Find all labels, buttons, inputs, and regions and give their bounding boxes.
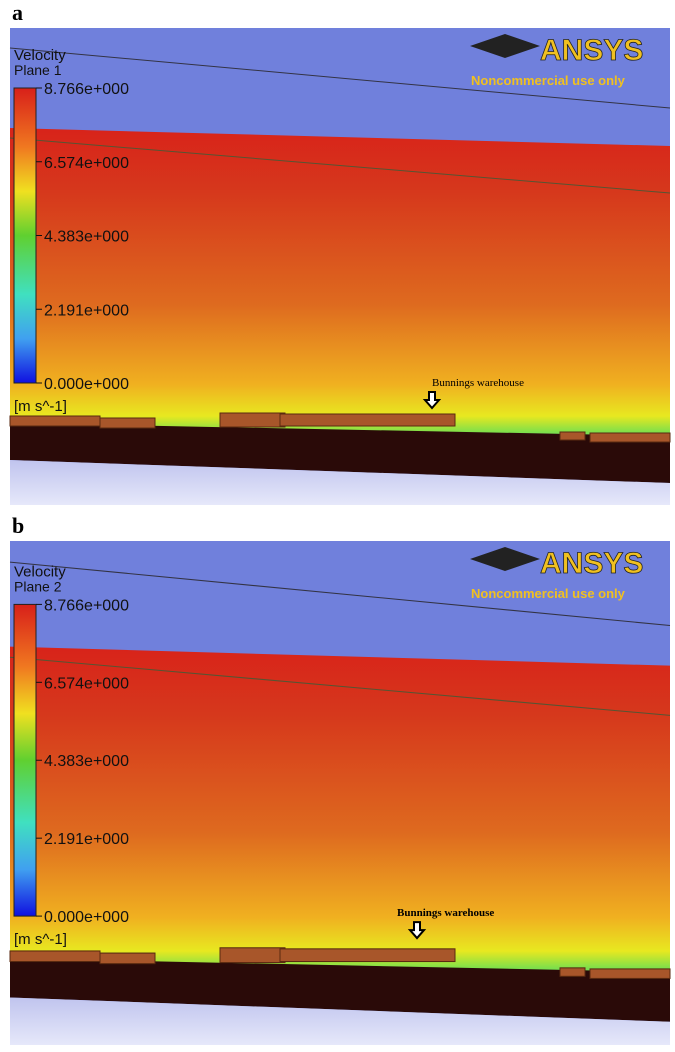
unit-label: [m s^-1] [14, 931, 67, 948]
legend-plane: Plane 1 [14, 62, 62, 78]
colorbar-label: 6.574e+000 [44, 155, 129, 172]
colorbar-label: 0.000e+000 [44, 376, 129, 393]
colorbar-label: 2.191e+000 [44, 831, 129, 848]
logo: ANSYS [540, 34, 643, 67]
colorbar-label: 8.766e+000 [44, 597, 129, 614]
domain-edge [9, 47, 671, 109]
building [9, 950, 101, 963]
building [279, 948, 456, 963]
arrow [407, 921, 427, 940]
domain-edge [9, 137, 671, 194]
ground [10, 958, 670, 1022]
building [279, 413, 456, 427]
domain-edge [9, 656, 671, 716]
building [589, 968, 671, 979]
render [9, 541, 671, 1045]
colorbar-label: 6.574e+000 [44, 675, 129, 692]
flow-field [10, 646, 670, 985]
building [219, 947, 286, 964]
panel-label: a [12, 0, 23, 25]
legend-title: Velocity [14, 563, 66, 580]
legend-plane: Plane 2 [14, 578, 62, 594]
annotation: Bunnings warehouse [397, 907, 494, 919]
logo-cap [470, 34, 540, 58]
annotation: Bunnings warehouse [432, 377, 524, 389]
floor [10, 997, 670, 1045]
colorbar-label: 2.191e+000 [44, 302, 129, 319]
building [559, 967, 586, 977]
colorbar-label: 8.766e+000 [44, 81, 129, 98]
building [219, 412, 286, 428]
colorbar-label: 4.383e+000 [44, 753, 129, 770]
building [559, 431, 586, 441]
logo-note: Noncommercial use only [471, 586, 626, 601]
flow-field [10, 128, 670, 448]
unit-label: [m s^-1] [14, 398, 67, 415]
colorbar [13, 603, 37, 917]
colorbar-label: 0.000e+000 [44, 909, 129, 926]
domain-edge [9, 561, 671, 627]
legend-title: Velocity [14, 47, 66, 64]
colorbar [13, 87, 37, 384]
panel-label: b [12, 513, 24, 538]
building [589, 432, 671, 443]
render [9, 28, 671, 505]
floor [10, 460, 670, 505]
logo: ANSYS [540, 547, 643, 580]
building [99, 417, 156, 429]
logo-cap [470, 547, 540, 571]
building [9, 415, 101, 427]
colorbar-label: 4.383e+000 [44, 229, 129, 246]
logo-note: Noncommercial use only [471, 73, 626, 88]
ground [10, 423, 670, 483]
building [99, 952, 156, 965]
arrow [422, 391, 442, 410]
